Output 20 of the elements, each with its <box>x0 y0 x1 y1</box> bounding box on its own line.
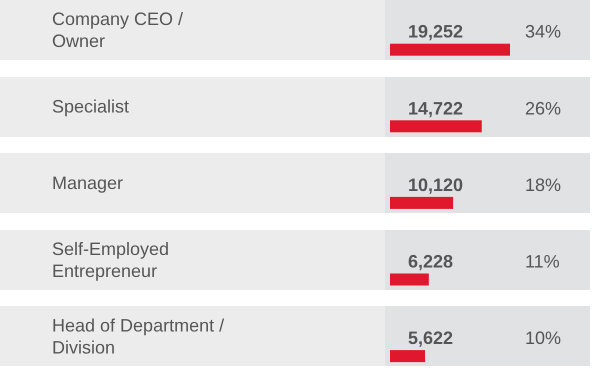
data-label: 19,252 <box>408 22 464 42</box>
text: 34% <box>525 22 562 42</box>
bar <box>390 196 454 209</box>
bar <box>390 274 429 286</box>
bar <box>390 350 426 362</box>
data-label: 5,622 <box>408 328 454 348</box>
data-label: 10,120 <box>408 174 464 195</box>
text: 11% <box>525 252 560 272</box>
text: 26% <box>525 98 562 118</box>
y-tick-label: Company CEO / Owner <box>52 9 184 51</box>
y-tick-label: Head of Department / Division <box>52 315 224 358</box>
y-tick-label: Specialist <box>52 96 130 117</box>
data-label: 14,722 <box>408 98 464 118</box>
data-label: 6,228 <box>408 252 454 272</box>
y-tick-label: Self-Employed Entrepreneur <box>52 238 170 281</box>
text: 10% <box>525 328 562 348</box>
bar <box>390 44 510 56</box>
bar <box>390 120 482 132</box>
text: 18% <box>525 174 562 195</box>
y-tick-label: Manager <box>52 173 124 194</box>
